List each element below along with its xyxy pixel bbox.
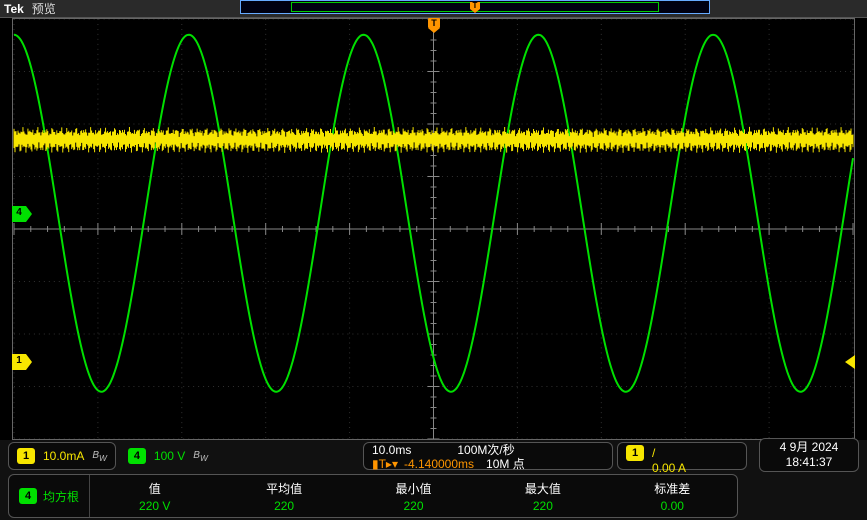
measurement-col-value: 0.00 — [661, 499, 684, 513]
measurement-source-badge: 4 — [19, 488, 37, 504]
brand-logo: Tek — [0, 2, 28, 16]
trigger-slope-icon: / — [652, 446, 655, 460]
waveform-graticule[interactable]: 4 1 — [12, 18, 855, 440]
timebase-value: 10.0ms — [372, 443, 411, 457]
acquisition-mode: 预览 — [28, 0, 60, 17]
ch1-bw-icon: BW — [92, 450, 107, 463]
trigger-level-value: 0.00 A — [652, 461, 686, 475]
measurement-name: 均方根 — [43, 488, 79, 505]
ch4-badge: 4 — [128, 448, 146, 464]
overview-trigger-marker: T — [469, 1, 481, 13]
trigger-position-marker[interactable]: T — [426, 17, 442, 33]
measurement-col-value: 220 — [403, 499, 423, 513]
measurement-col-header: 最大值 — [525, 480, 561, 497]
measurement-col: 最大值 220 — [478, 475, 607, 517]
trigger-source-badge: 1 — [626, 445, 644, 461]
ch4-marker-label: 4 — [16, 207, 22, 218]
measurement-col-value: 220 V — [139, 499, 170, 513]
measurement-col-header: 值 — [149, 480, 161, 497]
trigger-readout-box[interactable]: 1 / 0.00 A — [617, 442, 747, 470]
grid-canvas — [13, 19, 854, 439]
measurement-columns: 值 220 V 平均值 220 最小值 220 最大值 220 标准差 0.00 — [90, 475, 737, 517]
bottom-readout-bar: 1 10.0mA BW 4 100 V BW 10.0ms 100M次/秒 ▮T… — [0, 440, 867, 520]
trigger-delay-value: -4.140000ms — [404, 457, 474, 471]
measurement-col-value: 220 — [533, 499, 553, 513]
measurement-col: 值 220 V — [90, 475, 219, 517]
measurement-col: 平均值 220 — [219, 475, 348, 517]
time-value: 18:41:37 — [786, 455, 833, 470]
measurement-col-header: 平均值 — [266, 480, 302, 497]
svg-text:T: T — [431, 18, 437, 28]
record-overview-bar[interactable]: T — [240, 0, 710, 14]
ch1-vertical-box[interactable]: 1 10.0mA BW — [8, 442, 116, 470]
ch1-marker-label: 1 — [16, 355, 22, 366]
channel-readout-row: 1 10.0mA BW 4 100 V BW 10.0ms 100M次/秒 ▮T… — [0, 440, 867, 472]
ch4-vertical-readout[interactable]: 4 100 V BW — [120, 448, 216, 464]
sample-rate: 100M次/秒 — [457, 443, 514, 457]
measurement-header: 4 均方根 — [9, 475, 90, 517]
ch4-ground-marker[interactable]: 4 — [12, 206, 26, 222]
measurement-table[interactable]: 4 均方根 值 220 V 平均值 220 最小值 220 最大值 220 标准差 0.00 — [8, 474, 738, 518]
trigger-level-marker[interactable] — [845, 355, 855, 369]
datetime-box[interactable]: 4 9月 2024 18:41:37 — [759, 438, 859, 472]
ch4-scale: 100 V — [154, 449, 185, 463]
measurement-col-header: 最小值 — [395, 480, 431, 497]
measurement-col-value: 220 — [274, 499, 294, 513]
record-length: 10M 点 — [486, 457, 525, 471]
horizontal-readout-box[interactable]: 10.0ms 100M次/秒 ▮T▸▾ -4.140000ms 10M 点 — [363, 442, 613, 470]
ch1-ground-marker[interactable]: 1 — [12, 354, 26, 370]
measurement-col: 最小值 220 — [349, 475, 478, 517]
measurement-col: 标准差 0.00 — [608, 475, 737, 517]
ch4-bw-icon: BW — [193, 450, 208, 463]
date-value: 4 9月 2024 — [780, 440, 839, 455]
measurement-col-header: 标准差 — [654, 480, 690, 497]
ch1-scale: 10.0mA — [43, 449, 84, 463]
oscilloscope-screen: Tek 预览 T T 4 1 1 10.0mA — [0, 0, 867, 520]
ch1-badge: 1 — [17, 448, 35, 464]
svg-text:T: T — [473, 1, 478, 10]
trigger-delay-icon: ▮T▸▾ — [372, 457, 398, 471]
